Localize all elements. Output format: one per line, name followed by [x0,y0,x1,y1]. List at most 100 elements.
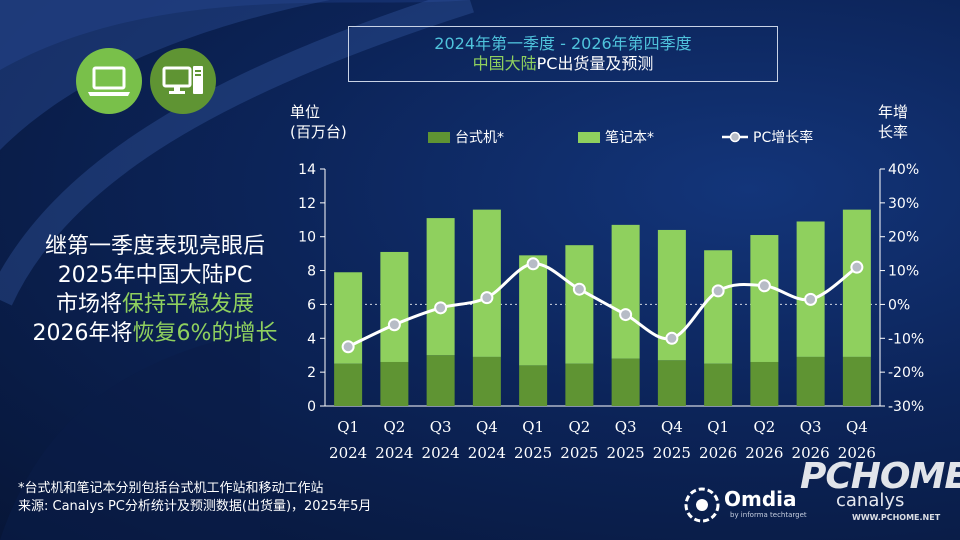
legend-growth: PC增长率 [722,128,813,146]
omdia-logo-icon [684,487,720,523]
left-y-tick-label: 4 [307,331,316,347]
footnote: *台式机和笔记本分别包括台式机工作站和移动工作站 来源: Canalys PC分… [18,480,371,516]
bar-desktop [519,365,548,406]
x-tick-label-year: 2025 [560,444,598,462]
bar-desktop [380,361,409,406]
x-tick-label-quarter: Q1 [707,418,729,436]
right-axis-unit-line1: 年增 [878,103,909,121]
right-y-tick-label: 20% [888,230,919,246]
chart-title-line1: 2024年第一季度 - 2026年第四季度 [434,34,692,53]
growth-rate-line [347,262,858,349]
x-tick-label-year: 2026 [838,444,876,462]
bar-notebook [796,221,825,357]
footnote-line2: 来源: Canalys PC分析统计及预测数据(出货量)，2025年5月 [18,499,372,514]
bar-desktop [750,361,779,406]
legend-growth-label: PC增长率 [753,130,814,146]
headline-line3-a: 市场将 [55,292,122,317]
headline-line2: 2025年中国大陆PC [57,263,253,288]
right-y-tick-label: -10% [888,331,924,347]
pchome-watermark: PCHOME [800,456,960,497]
bar-desktop [472,356,501,406]
x-tick-label-year: 2026 [792,444,830,462]
bar-notebook [426,218,455,356]
legend-desktop-swatch [428,131,450,143]
right-axis-unit-line2: 长率 [878,123,909,141]
headline-line1: 继第一季度表现亮眼后 [44,234,265,259]
bar-desktop [796,356,825,406]
chart-title-highlight: 中国大陆 [472,54,537,73]
x-tick-label-year: 2025 [514,444,552,462]
bar-notebook [750,235,779,362]
right-y-tick-label: -30% [888,399,924,415]
x-tick-label-quarter: Q4 [661,418,683,436]
left-y-tick-label: 6 [307,297,316,313]
x-tick-label-year: 2024 [329,444,367,462]
bar-desktop [565,363,594,406]
x-tick-label-year: 2024 [375,444,413,462]
growth-rate-point [341,340,355,354]
x-tick-label-quarter: Q2 [753,418,775,436]
right-y-tick-label: 30% [888,196,919,212]
headline-line3-b: 保持平稳发展 [122,292,255,317]
legend-desktop: 台式机* [428,128,504,146]
laptop-icon [76,48,142,114]
bar-notebook [380,251,409,362]
growth-rate-point [850,260,864,274]
growth-rate-point [387,318,401,332]
legend-desktop-label: 台式机* [455,130,504,146]
growth-rate-point [757,279,771,293]
footnote-line1: *台式机和笔记本分别包括台式机工作站和移动工作站 [18,481,324,496]
x-tick-label-year: 2026 [699,444,737,462]
growth-rate-point [526,257,540,271]
growth-rate-point [804,292,818,306]
bar-desktop [426,355,455,406]
growth-rate-point [480,291,494,305]
headline-line4-a: 2026年将 [32,321,133,346]
x-tick-label-year: 2025 [653,444,691,462]
x-tick-label-quarter: Q1 [522,418,544,436]
left-axis-unit-line2: (百万台) [290,123,347,141]
x-tick-label-quarter: Q4 [476,418,498,436]
left-y-tick-label: 2 [307,365,316,381]
growth-rate-point [434,301,448,315]
x-tick-label-quarter: Q4 [846,418,868,436]
pchome-watermark-url: WWW.PCHOME.NET [852,513,941,522]
left-y-tick-label: 12 [298,196,316,212]
x-tick-label-quarter: Q3 [800,418,822,436]
headline-line4: 2026年将恢复6%的增长 [14,319,296,348]
omdia-subtitle: by informa techtarget [730,511,807,519]
chart-title-box: 2024年第一季度 - 2026年第四季度 中国大陆PC出货量及预测 [348,26,778,82]
left-y-tick-label: 10 [298,230,316,246]
headline-line3: 市场将保持平稳发展 [14,290,296,319]
left-y-tick-label: 0 [307,399,316,415]
x-tick-label-quarter: Q1 [337,418,359,436]
growth-rate-point [619,308,633,322]
right-y-tick-label: 40% [888,162,919,178]
bar-desktop [704,363,733,406]
left-axis-unit-line1: 单位 [290,103,321,121]
headline-line4-b: 恢复6%的增长 [132,321,278,346]
desktop-pc-icon [150,48,216,114]
bar-desktop [657,360,686,406]
x-tick-label-year: 2024 [422,444,460,462]
canalys-logo-text: canalys [836,490,905,511]
right-y-tick-label: 0% [888,297,910,313]
bar-notebook [565,245,594,364]
chart-title-rest: PC出货量及预测 [536,54,654,73]
legend-notebook-swatch [578,131,600,143]
legend-notebook-label: 笔记本* [605,130,654,146]
growth-rate-point [711,284,725,298]
x-tick-label-quarter: Q2 [568,418,590,436]
bar-notebook [704,250,733,364]
x-tick-label-year: 2026 [745,444,783,462]
bar-notebook [842,209,871,357]
left-y-tick-label: 8 [307,264,316,280]
bar-desktop [334,363,363,406]
x-tick-label-year: 2024 [468,444,506,462]
legend-notebook: 笔记本* [578,128,654,146]
bar-notebook [472,209,501,357]
bar-desktop [611,358,640,406]
x-tick-label-quarter: Q3 [430,418,452,436]
